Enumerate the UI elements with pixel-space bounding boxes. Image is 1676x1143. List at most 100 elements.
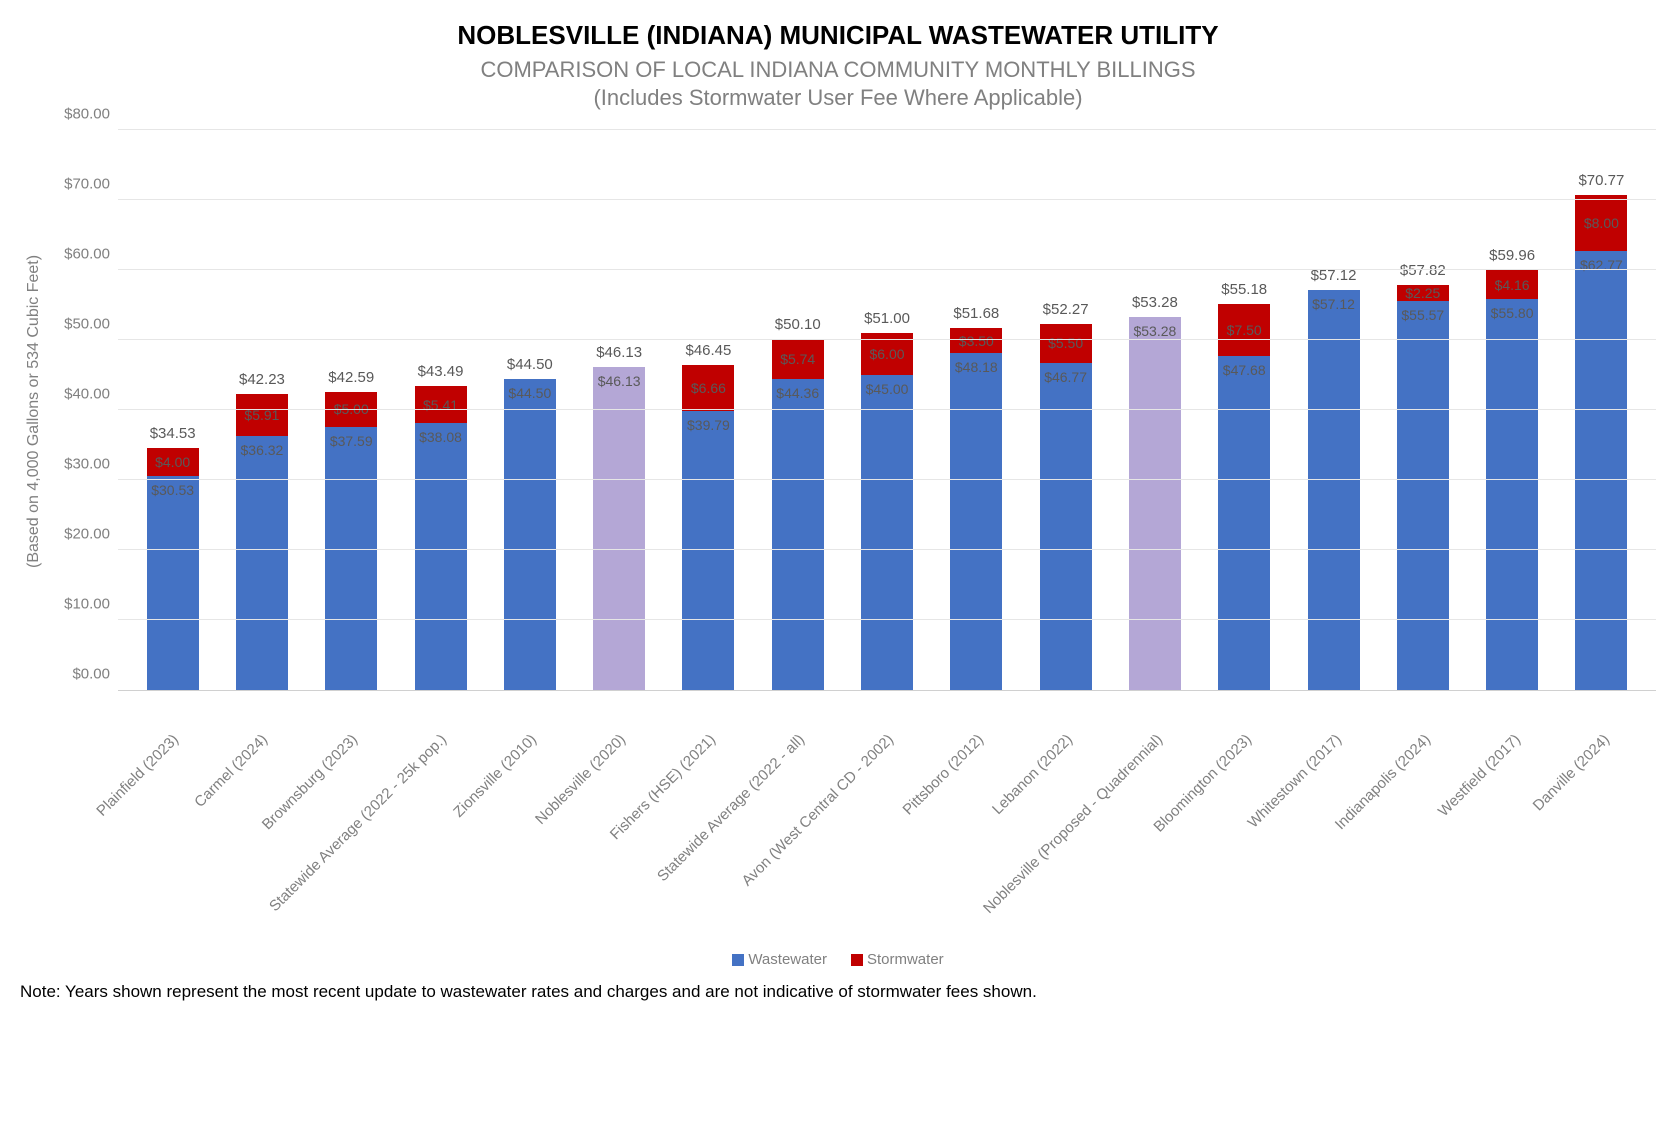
bar-total-label: $59.96 [1467,247,1556,264]
x-label-slot: Pittsboro (2012) [930,721,1019,941]
bar-value-wastewater: $53.28 [1129,323,1181,339]
bar-total-label: $55.18 [1200,281,1289,298]
bar-value-wastewater: $37.59 [325,433,377,449]
chart-legend: Wastewater Stormwater [20,951,1656,968]
bar-total-label: $52.27 [1021,301,1110,318]
bar-slot: $46.45 $39.79$6.66 [664,131,753,690]
bar-total-label: $50.10 [753,316,842,333]
bar-segment-wastewater: $44.36 [772,379,824,690]
bar-value-wastewater: $44.36 [772,385,824,401]
y-axis-ticks: $0.00$10.00$20.00$30.00$40.00$50.00$60.0… [48,131,118,691]
bar-slot: $43.49$38.08$5.41 [396,131,485,690]
bar-slot: $50.10 $44.36 $5.74 [753,131,842,690]
bar-segment-wastewater: $47.68 [1218,356,1270,690]
x-label-slot: Zionsville (2010) [483,721,572,941]
gridline [118,409,1656,410]
bar-stack: $36.32$5.91 [236,394,288,690]
bar-segment-stormwater: $7.50 [1218,304,1270,357]
bar-total-label: $42.59 [307,369,396,386]
bar-slot: $51.68$48.18$3.50 [932,131,1021,690]
gridline [118,549,1656,550]
gridline [118,129,1656,130]
legend-label: Wastewater [748,951,827,968]
bar-segment-wastewater: $45.00 [861,375,913,690]
bar-slot: $42.59$37.59$5.00 [307,131,396,690]
bar-stack: $39.79$6.66 [682,365,734,690]
bar-total-label: $53.28 [1110,294,1199,311]
y-tick-label: $30.00 [64,456,110,473]
gridline [118,479,1656,480]
bar-stack: $44.36 $5.74 [772,339,824,690]
bar-slot: $34.53$30.53$4.00 [128,131,217,690]
bar-segment-wastewater: $53.28 [1129,317,1181,690]
bar-value-stormwater: $5.74 [772,351,824,367]
x-label-slot: Statewide Average (2022 - 25k pop.) [393,721,482,941]
bar-segment-wastewater: $62.77 [1575,251,1627,690]
bar-slot: $46.13$46.13 [574,131,663,690]
gridline [118,269,1656,270]
bar-slot: $57.12$57.12 [1289,131,1378,690]
bar-slot: $59.96 $55.80 $4.16 [1467,131,1556,690]
legend-label: Stormwater [867,951,944,968]
bar-segment-stormwater: $2.25 [1397,285,1449,301]
chart-subtitle-2: (Includes Stormwater User Fee Where Appl… [20,85,1656,111]
bar-slot: $42.23 $36.32$5.91 [217,131,306,690]
legend-swatch [851,954,863,966]
bar-stack: $53.28 [1129,317,1181,690]
bar-total-label: $44.50 [485,356,574,373]
bar-total-label: $34.53 [128,425,217,442]
bar-value-wastewater: $45.00 [861,381,913,397]
bar-slot: $55.18 $47.68 $7.50 [1200,131,1289,690]
bar-total-label: $43.49 [396,363,485,380]
bar-value-stormwater: $7.50 [1218,322,1270,338]
plot-area: (Based on 4,000 Gallons or 534 Cubic Fee… [20,131,1656,721]
x-label-slot: Danville (2024) [1557,721,1646,941]
bar-stack: $55.80 $4.16 [1486,270,1538,690]
bar-slot: $51.00$45.00$6.00 [842,131,931,690]
bar-segment-stormwater: $4.16 [1486,270,1538,299]
bar-slot: $52.27 $46.77 $5.50 [1021,131,1110,690]
bar-value-wastewater: $30.53 [147,482,199,498]
bar-segment-stormwater: $5.50 [1040,324,1092,363]
bar-segment-wastewater: $46.77 [1040,363,1092,690]
bar-segment-wastewater: $48.18 [950,353,1002,690]
chart-container: NOBLESVILLE (INDIANA) MUNICIPAL WASTEWAT… [20,20,1656,1002]
x-label-slot: Avon (West Central CD - 2002) [841,721,930,941]
bar-value-wastewater: $57.12 [1308,296,1360,312]
x-axis-category-label: Plainfield (2023) [93,731,182,820]
bar-value-stormwater: $5.50 [1040,335,1092,351]
chart-title: NOBLESVILLE (INDIANA) MUNICIPAL WASTEWAT… [20,20,1656,51]
bar-stack: $46.13 [593,367,645,690]
gridline [118,199,1656,200]
bar-value-wastewater: $44.50 [504,385,556,401]
bar-segment-wastewater: $57.12 [1308,290,1360,690]
bar-total-label: $42.23 [217,371,306,388]
bar-segment-stormwater: $5.91 [236,394,288,435]
bar-segment-wastewater: $55.57 [1397,301,1449,690]
y-tick-label: $20.00 [64,526,110,543]
bars-group: $34.53$30.53$4.00$42.23$36.32$5.91$42.59… [118,131,1656,690]
y-tick-label: $70.00 [64,176,110,193]
y-tick-label: $50.00 [64,316,110,333]
legend-swatch [732,954,744,966]
bar-total-label: $57.82 [1378,262,1467,279]
bar-slot: $70.77$62.77$8.00 [1557,131,1646,690]
x-label-slot: Plainfield (2023) [125,721,214,941]
bar-value-stormwater: $4.16 [1486,277,1538,293]
bar-value-stormwater: $3.50 [950,333,1002,349]
bar-value-wastewater: $47.68 [1218,362,1270,378]
bar-total-label: $51.00 [842,310,931,327]
bar-value-wastewater: $46.77 [1040,369,1092,385]
x-axis-labels: Plainfield (2023)Carmel (2024)Brownsburg… [115,721,1656,941]
bar-total-label: $46.45 [664,342,753,359]
bar-stack: $44.50 [504,379,556,691]
bar-segment-wastewater: $46.13 [593,367,645,690]
x-label-slot: Whitestown (2017) [1288,721,1377,941]
bar-stack: $46.77 $5.50 [1040,324,1092,690]
bar-value-wastewater: $55.80 [1486,305,1538,321]
bar-segment-wastewater: $39.79 [682,411,734,690]
gridline [118,619,1656,620]
bar-segment-stormwater: $5.41 [415,386,467,424]
bar-segment-wastewater: $37.59 [325,427,377,690]
bar-slot: $53.28 $53.28 [1110,131,1199,690]
